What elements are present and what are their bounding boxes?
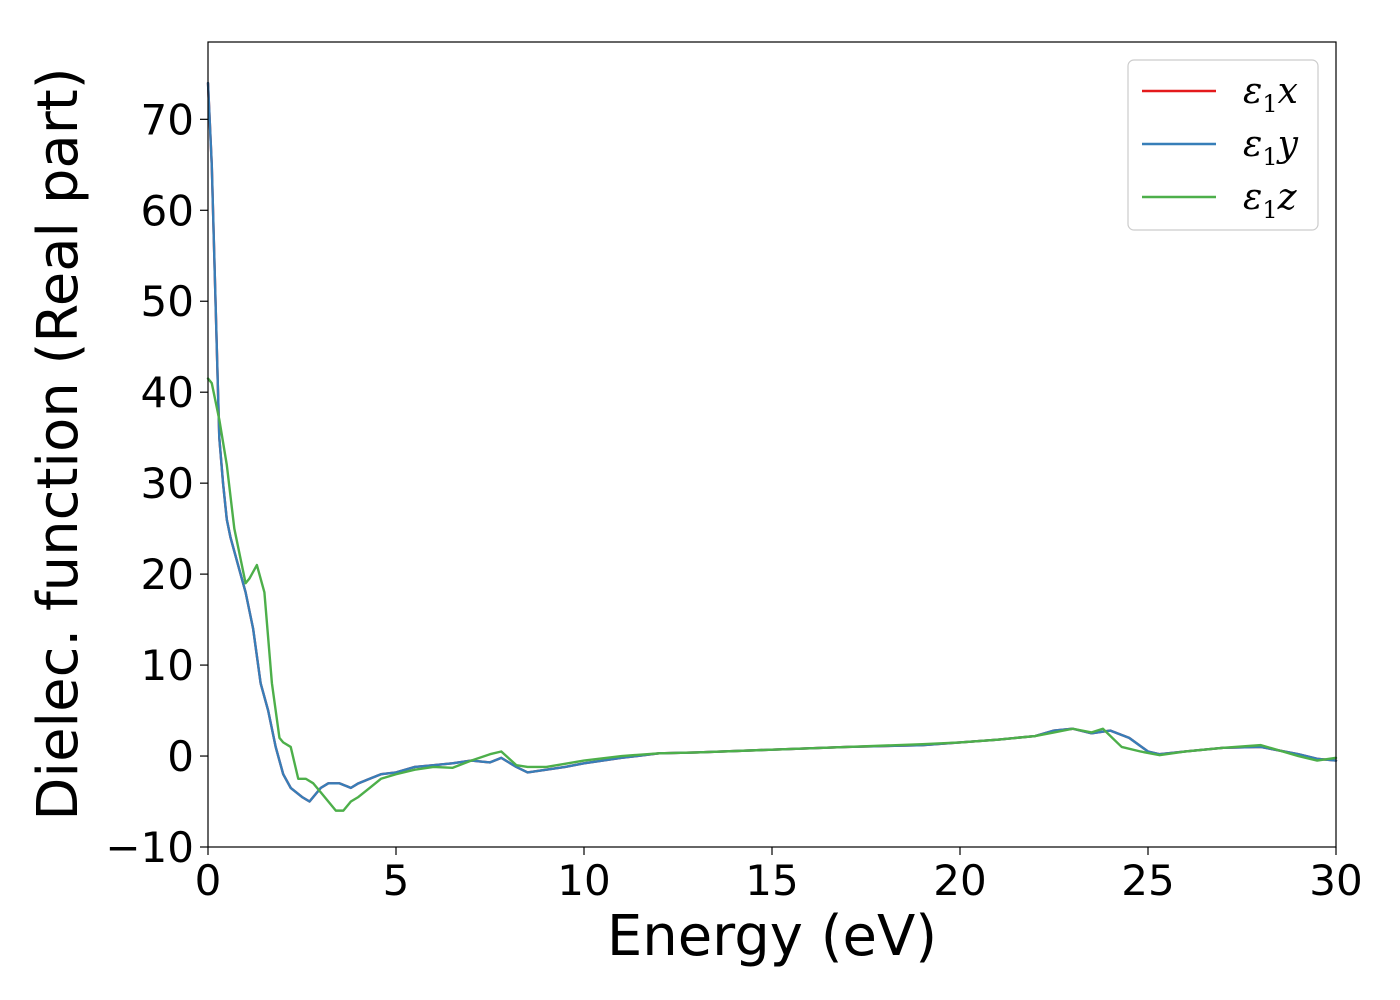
x-tick-label: 5 [383,856,410,905]
y-tick-label: 40 [141,368,194,417]
series-layer [206,81,1338,812]
legend: ε1x ε1y ε1z [1127,59,1319,231]
y-tick-label: 50 [141,277,194,326]
x-tick-label: 0 [195,856,222,905]
legend-label-1: ε1x [1243,71,1298,118]
y-tick-label: 60 [141,186,194,235]
y-tick-label: 20 [141,550,194,599]
legend-label-2: ε1y [1243,124,1299,171]
y-axis-label: Dielec. function (Real part) [26,67,91,820]
series-line-2 [206,81,1338,803]
legend-label-3: ε1z [1243,177,1298,224]
y-tick-label: −10 [105,823,194,872]
y-tick-label: 30 [141,459,194,508]
x-axis-ticks: 0 5 10 15 20 25 30 [195,847,1363,905]
legend-box [1127,59,1319,231]
y-tick-label: 10 [141,641,194,690]
y-axis-ticks: −10 0 10 20 30 40 50 60 70 [105,95,208,872]
x-tick-label: 15 [745,856,798,905]
x-tick-label: 30 [1309,856,1362,905]
y-tick-label: 0 [167,732,194,781]
x-tick-label: 20 [933,856,986,905]
series-line-3 [206,377,1338,812]
x-tick-label: 10 [557,856,610,905]
x-axis-label: Energy (eV) [607,904,937,969]
x-tick-label: 25 [1121,856,1174,905]
y-tick-label: 70 [141,95,194,144]
